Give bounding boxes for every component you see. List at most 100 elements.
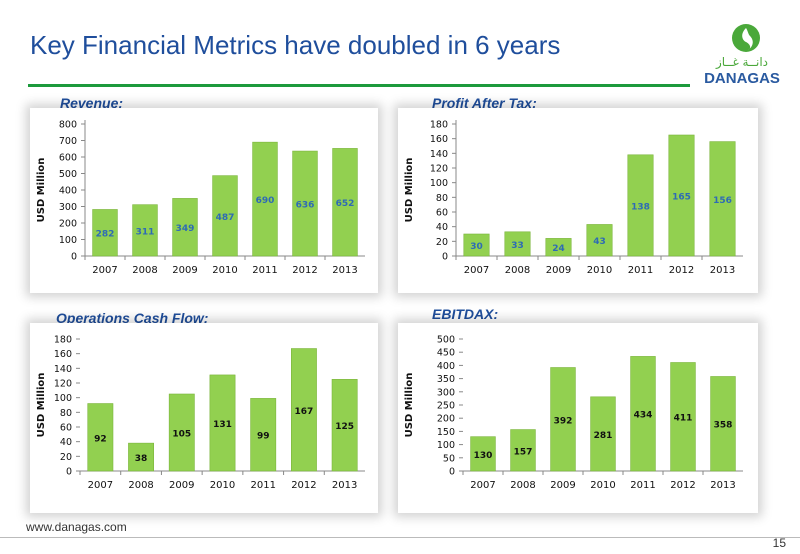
x-tick-label: 2008: [128, 480, 153, 491]
profit-chart: USD Million 0 20 40 60 80 100 120 140 160 180 2007 3…: [404, 120, 743, 276]
data-label: 99: [257, 432, 270, 442]
y-tick-label: 80: [436, 193, 448, 204]
y-tick-label: 300: [59, 202, 77, 213]
opcash-chart-panel: USD Million 0 20 40 60 80 100 120 140 160 180 2007 9…: [30, 323, 378, 513]
x-tick-label: 2013: [332, 265, 357, 276]
data-label: 690: [256, 196, 275, 206]
y-tick-label: 160: [54, 349, 72, 360]
y-tick-label: 500: [437, 335, 455, 346]
y-tick-label: 40: [60, 437, 72, 448]
y-tick-label: 200: [437, 414, 455, 425]
revenue-chart: USD Million 0 100 200 300 400 500 600 700 800 2007…: [36, 120, 365, 276]
data-label: 358: [714, 421, 733, 431]
bar-2008: [132, 204, 158, 257]
bar-2010: [590, 396, 616, 472]
data-label: 157: [514, 447, 533, 457]
page-number: 15: [772, 536, 786, 550]
data-label: 24: [552, 244, 565, 254]
footer-divider: [0, 537, 800, 538]
y-tick-label: 150: [437, 427, 455, 438]
x-tick-label: 2013: [710, 480, 735, 491]
x-tick-label: 2011: [252, 265, 277, 276]
data-label: 392: [554, 416, 573, 426]
data-label: 33: [511, 241, 524, 251]
data-label: 130: [474, 451, 493, 461]
x-tick-label: 2013: [710, 265, 735, 276]
bar-2010: [586, 224, 613, 257]
y-tick-label: 60: [60, 423, 72, 434]
profit-chart-title: Profit After Tax:: [432, 95, 537, 111]
y-tick-label: 20: [436, 237, 448, 248]
y-tick-label: 120: [430, 164, 448, 175]
y-tick-label: 40: [436, 222, 448, 233]
x-tick-label: 2007: [470, 480, 495, 491]
y-tick-label: 250: [437, 401, 455, 412]
y-tick-label: 700: [59, 136, 77, 147]
y-axis-title: USD Million: [36, 158, 47, 223]
bar-2010: [212, 175, 238, 257]
x-tick-label: 2007: [464, 265, 489, 276]
y-tick-label: 350: [437, 374, 455, 385]
y-tick-label: 0: [442, 252, 448, 263]
y-tick-label: 0: [449, 467, 455, 478]
page-title: Key Financial Metrics have doubled in 6 …: [30, 30, 561, 60]
x-tick-label: 2009: [546, 265, 571, 276]
x-tick-label: 2010: [590, 480, 615, 491]
opcash-chart: USD Million 0 20 40 60 80 100 120 140 160 180 2007 9…: [36, 335, 365, 491]
data-label: 30: [470, 242, 483, 252]
data-label: 282: [96, 230, 115, 240]
y-tick-label: 800: [59, 120, 77, 131]
bar-2008: [504, 231, 531, 257]
danagas-logo: دانــة غــاز DANAGAS: [696, 20, 788, 90]
y-tick-label: 20: [60, 452, 72, 463]
y-tick-label: 0: [71, 252, 77, 263]
y-tick-label: 160: [430, 134, 448, 145]
title-divider: [28, 84, 690, 87]
data-label: 434: [634, 411, 653, 421]
x-tick-label: 2010: [210, 480, 235, 491]
x-tick-label: 2010: [212, 265, 237, 276]
data-label: 281: [594, 431, 613, 441]
data-label: 125: [335, 422, 354, 432]
x-tick-label: 2009: [169, 480, 194, 491]
bar-2007: [463, 233, 490, 257]
bar-2007: [87, 403, 114, 472]
x-tick-label: 2011: [630, 480, 655, 491]
data-label: 156: [713, 196, 732, 206]
y-tick-label: 100: [59, 235, 77, 246]
logo-arabic-text: دانــة غــاز: [715, 55, 768, 70]
data-label: 411: [674, 414, 693, 424]
y-axis-title: USD Million: [36, 373, 47, 438]
x-tick-label: 2008: [132, 265, 157, 276]
bar-2007: [92, 209, 118, 257]
data-label: 487: [216, 213, 235, 223]
bar-2009: [168, 393, 195, 472]
bar-2011: [630, 356, 656, 472]
y-tick-label: 80: [60, 408, 72, 419]
bar-2010: [209, 374, 236, 472]
x-tick-label: 2008: [505, 265, 530, 276]
y-tick-label: 60: [436, 208, 448, 219]
x-tick-label: 2007: [88, 480, 113, 491]
bar-2013: [331, 379, 358, 472]
y-tick-label: 600: [59, 153, 77, 164]
y-tick-label: 400: [437, 361, 455, 372]
x-tick-label: 2012: [670, 480, 695, 491]
y-tick-label: 180: [430, 120, 448, 131]
y-tick-label: 400: [59, 186, 77, 197]
data-label: 311: [136, 227, 155, 237]
x-tick-label: 2009: [550, 480, 575, 491]
y-tick-label: 140: [54, 364, 72, 375]
revenue-chart-title: Revenue:: [60, 95, 124, 111]
x-tick-label: 2013: [332, 480, 357, 491]
bar-2008: [510, 429, 536, 472]
y-tick-label: 200: [59, 219, 77, 230]
bar-2009: [172, 198, 198, 257]
data-label: 38: [135, 454, 148, 464]
profit-chart-panel: USD Million 0 20 40 60 80 100 120 140 160 180 2007 3…: [398, 108, 758, 293]
ebitdax-chart-title: EBITDAX:: [432, 306, 499, 322]
data-label: 349: [176, 224, 195, 234]
x-tick-label: 2009: [172, 265, 197, 276]
y-tick-label: 140: [430, 149, 448, 160]
y-tick-label: 120: [54, 379, 72, 390]
